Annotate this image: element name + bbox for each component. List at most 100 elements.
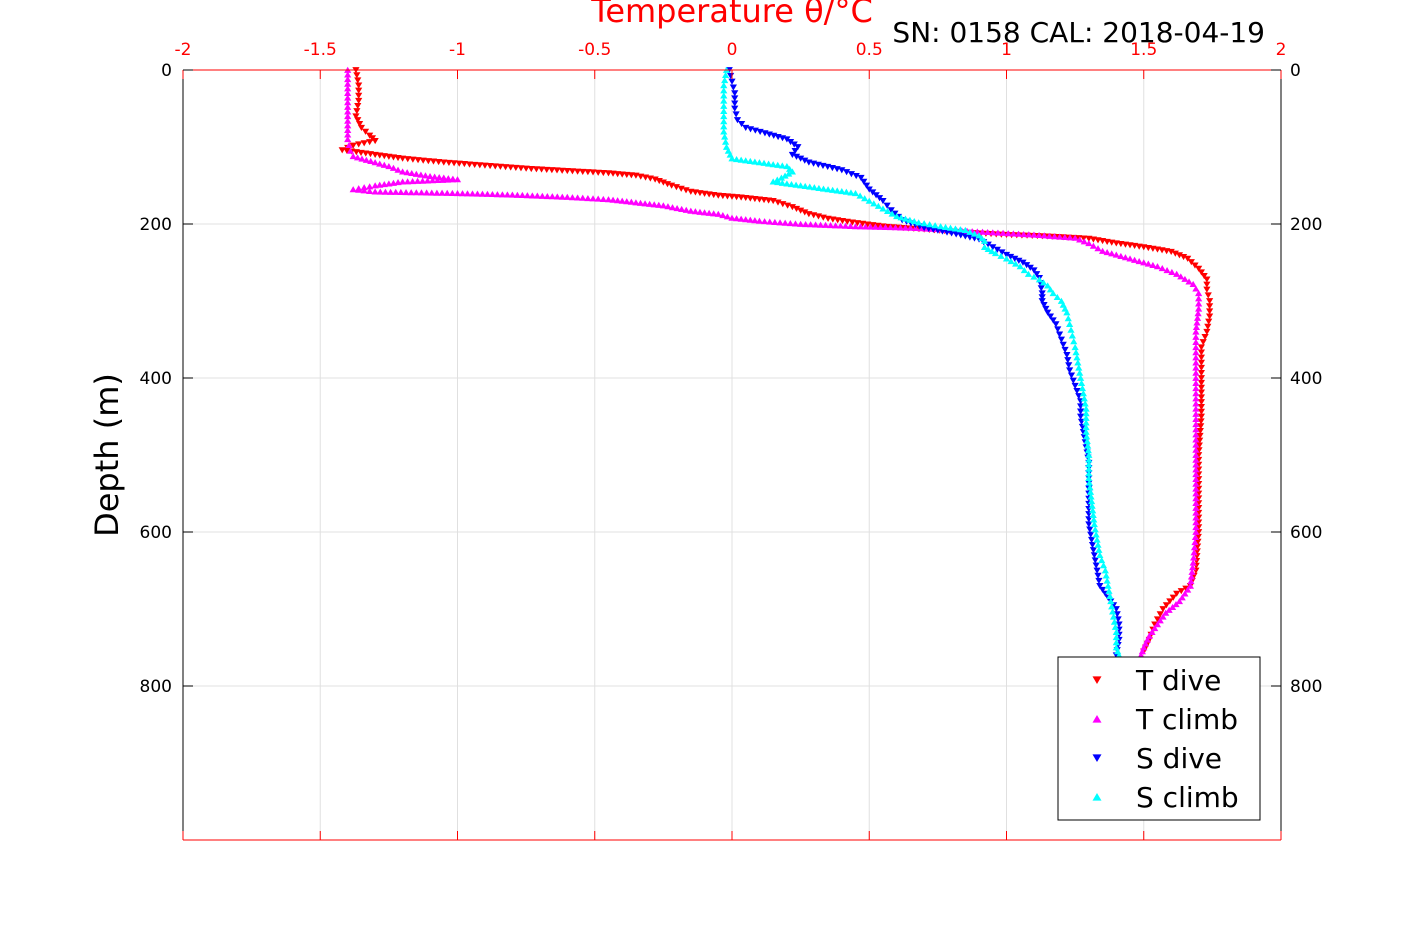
data-point-t-climb [553, 193, 561, 200]
data-point-t-climb [1189, 564, 1197, 571]
data-point-t-climb [1192, 333, 1200, 340]
data-point-t-climb [1144, 260, 1152, 267]
data-point-t-dive [1171, 250, 1179, 257]
data-point-t-climb [786, 219, 794, 227]
data-point-t-dive [1206, 313, 1214, 320]
data-point-s-climb [984, 245, 992, 253]
data-point-s-climb [1066, 320, 1074, 327]
data-point-t-climb [344, 122, 352, 129]
data-point-t-dive [361, 128, 370, 135]
data-point-t-climb [594, 195, 602, 202]
data-point-t-climb [438, 176, 447, 183]
data-point-s-climb [801, 182, 809, 190]
data-point-t-climb [423, 177, 432, 184]
data-point-t-climb [989, 229, 997, 236]
data-point-t-dive [527, 165, 535, 173]
data-point-t-climb [691, 208, 699, 215]
data-point-t-climb [1158, 265, 1166, 272]
data-point-t-climb [627, 198, 635, 205]
data-point-t-climb [344, 94, 352, 101]
data-point-t-dive [788, 204, 796, 211]
data-point-t-climb [1178, 594, 1186, 601]
data-point-t-climb [438, 189, 446, 196]
data-point-t-climb [579, 194, 587, 201]
data-point-t-climb [876, 223, 885, 230]
x-tick-label: 0 [727, 40, 738, 60]
data-point-t-dive [663, 181, 672, 188]
data-point-s-dive [1086, 526, 1094, 533]
data-point-s-climb [946, 224, 955, 231]
data-point-t-dive [1187, 259, 1195, 266]
x-tick-label: 1 [1001, 40, 1012, 60]
data-point-t-climb [1094, 245, 1102, 252]
data-point-s-climb [1068, 332, 1076, 339]
data-point-s-dive [838, 167, 846, 174]
data-point-t-climb [584, 194, 592, 202]
data-point-t-climb [1192, 451, 1200, 458]
data-point-t-dive [440, 159, 448, 166]
data-point-t-climb [866, 223, 875, 230]
data-point-s-dive [738, 121, 746, 128]
data-point-t-dive [1206, 303, 1214, 310]
data-point-t-climb [403, 169, 411, 176]
data-point-s-climb [1089, 511, 1097, 518]
data-point-t-climb [1009, 230, 1017, 237]
data-point-t-dive [1196, 432, 1204, 439]
data-point-t-climb [1187, 578, 1195, 585]
data-point-t-climb [861, 223, 870, 230]
data-point-t-climb [1192, 395, 1200, 402]
data-point-t-dive [357, 124, 366, 131]
data-point-s-climb [755, 159, 764, 166]
data-point-t-dive [1194, 533, 1202, 541]
data-point-t-climb [1193, 319, 1201, 326]
data-point-t-climb [346, 147, 355, 154]
data-point-s-climb [721, 71, 730, 79]
data-point-t-climb [448, 189, 456, 196]
data-point-s-dive [729, 84, 737, 91]
data-point-t-climb [891, 224, 900, 231]
y-tick-label-left: 0 [161, 61, 172, 81]
data-point-s-climb [1109, 613, 1118, 620]
data-point-s-dive [1061, 346, 1069, 354]
data-point-t-climb [399, 168, 407, 175]
data-point-s-dive [1007, 253, 1015, 260]
data-point-t-climb [412, 189, 420, 196]
data-point-t-climb [1187, 573, 1196, 580]
data-point-t-climb [1175, 598, 1184, 605]
data-point-s-climb [1105, 587, 1113, 594]
data-point-t-dive [404, 156, 412, 163]
data-point-t-climb [1195, 305, 1203, 312]
data-point-t-climb [1056, 233, 1064, 240]
data-point-t-dive [1153, 616, 1162, 623]
data-point-t-climb [358, 155, 366, 162]
data-point-s-climb [1087, 493, 1095, 500]
data-point-s-dive [993, 246, 1001, 253]
data-point-t-dive [507, 164, 515, 171]
data-point-t-climb [1192, 328, 1200, 335]
data-point-s-climb [1083, 437, 1091, 445]
y-tick-label-left: 400 [140, 369, 172, 389]
data-point-s-dive [1002, 251, 1011, 259]
data-point-t-dive [543, 166, 551, 173]
data-point-t-climb [488, 190, 497, 198]
data-point-s-climb [1077, 374, 1085, 381]
data-point-t-climb [1149, 261, 1157, 268]
data-point-s-climb [792, 181, 800, 188]
data-point-s-climb [961, 226, 969, 234]
data-point-t-climb [349, 153, 357, 160]
data-point-t-dive [672, 184, 681, 191]
data-point-t-climb [1192, 514, 1200, 521]
data-point-s-dive [731, 95, 739, 102]
data-point-s-dive [1038, 298, 1046, 305]
data-point-s-dive [1054, 326, 1062, 333]
data-point-s-climb [956, 226, 964, 233]
data-point-t-climb [381, 188, 390, 195]
data-point-t-climb [1192, 504, 1200, 511]
data-point-t-climb [1030, 231, 1038, 238]
data-point-t-climb [841, 222, 850, 229]
data-point-s-climb [1085, 474, 1093, 481]
data-point-s-dive [1019, 259, 1027, 266]
data-point-s-dive [1090, 552, 1098, 559]
data-point-s-climb [1067, 326, 1075, 333]
data-point-t-climb [573, 194, 582, 201]
